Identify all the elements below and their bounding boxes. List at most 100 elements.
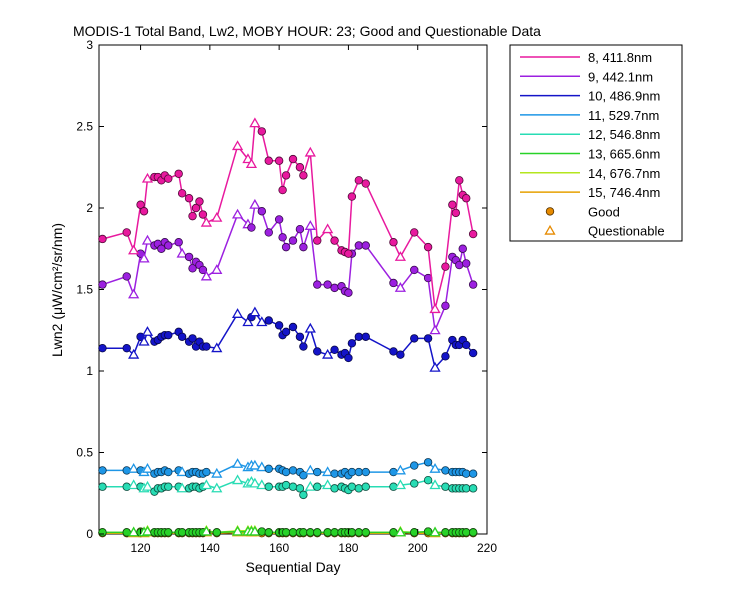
- good-point: [164, 482, 173, 491]
- good-point: [174, 238, 183, 247]
- x-tick-label: 140: [200, 541, 220, 555]
- good-point: [257, 207, 267, 216]
- chart-title: MODIS-1 Total Band, Lw2, MOBY HOUR: 23; …: [73, 23, 541, 39]
- good-point: [281, 467, 291, 477]
- good-point: [468, 528, 478, 537]
- good-point: [195, 197, 204, 206]
- questionable-point: [231, 140, 244, 151]
- good-point: [174, 169, 183, 178]
- questionable-point: [138, 252, 150, 263]
- good-point: [389, 278, 398, 288]
- good-point: [441, 528, 450, 537]
- questionable-point: [200, 216, 213, 227]
- good-point: [281, 528, 291, 537]
- questionable-point: [304, 322, 316, 333]
- y-axis-label: Lwn2 (μW/cm²/sr/nm): [49, 223, 65, 357]
- questionable-point: [256, 461, 268, 472]
- good-point: [264, 528, 273, 537]
- good-point: [462, 484, 471, 493]
- y-tick-label: 3: [86, 38, 93, 52]
- good-point: [164, 174, 173, 183]
- good-point: [354, 176, 364, 185]
- good-point: [188, 211, 197, 221]
- questionable-point: [429, 303, 441, 314]
- good-point: [361, 482, 370, 491]
- good-point: [98, 482, 107, 491]
- questionable-point: [211, 211, 223, 222]
- good-point: [330, 283, 339, 293]
- good-point: [288, 466, 298, 475]
- good-point: [122, 272, 131, 281]
- questionable-point: [200, 525, 213, 536]
- legend-label: 15, 746.4nm: [588, 185, 660, 200]
- good-point: [177, 189, 187, 198]
- questionable-point: [211, 264, 223, 274]
- questionable-point: [245, 158, 258, 169]
- y-tick-label: 1: [86, 364, 93, 378]
- good-point: [295, 224, 305, 234]
- good-point: [410, 461, 419, 470]
- series: [98, 306, 478, 372]
- good-point: [347, 467, 357, 477]
- good-point: [389, 238, 398, 247]
- questionable-point: [141, 234, 154, 245]
- questionable-point: [304, 464, 316, 475]
- questionable-point: [231, 208, 244, 219]
- good-point: [423, 458, 433, 467]
- good-point: [330, 469, 339, 478]
- questionable-point: [176, 247, 188, 258]
- good-point: [278, 233, 287, 242]
- good-point: [139, 207, 149, 216]
- questionable-point: [249, 477, 261, 488]
- good-point: [462, 469, 471, 478]
- good-point: [354, 241, 364, 250]
- good-point: [455, 176, 464, 185]
- good-point: [184, 194, 194, 203]
- good-point: [281, 171, 291, 180]
- good-point: [313, 482, 322, 491]
- good-point: [410, 334, 419, 343]
- good-point: [264, 156, 273, 165]
- good-point: [191, 203, 201, 213]
- y-tick-label: 2.5: [76, 120, 93, 134]
- good-point: [323, 528, 332, 537]
- questionable-point: [322, 348, 334, 359]
- plot-marks: [98, 117, 478, 538]
- good-point: [313, 467, 322, 477]
- good-point: [455, 260, 464, 270]
- questionable-point: [242, 316, 254, 327]
- questionable-point: [304, 480, 316, 491]
- good-point: [198, 210, 208, 219]
- legend-label: Good: [588, 204, 620, 219]
- good-point: [278, 185, 287, 195]
- plot-area: [98, 44, 488, 535]
- good-point: [423, 476, 433, 485]
- questionable-point: [394, 251, 407, 261]
- good-point: [98, 280, 107, 289]
- good-point: [98, 343, 107, 353]
- questionable-point: [141, 172, 154, 183]
- good-point: [164, 241, 173, 250]
- good-point: [354, 528, 364, 537]
- questionable-point: [429, 526, 441, 537]
- good-point: [274, 321, 284, 330]
- good-point: [264, 316, 273, 325]
- good-point: [330, 528, 339, 537]
- good-point: [264, 482, 273, 491]
- good-point: [330, 236, 339, 245]
- axes: 120 140 160 180 200 220 0 0.5 1 1.5 2 2.5 3: [76, 38, 497, 555]
- good-point: [441, 352, 450, 361]
- good-point: [448, 200, 457, 209]
- good-point: [122, 466, 131, 475]
- series: [98, 525, 478, 537]
- questionable-point: [322, 466, 334, 477]
- y-tick-label: 1.5: [76, 283, 93, 297]
- questionable-point: [429, 462, 441, 473]
- questionable-point: [249, 117, 261, 128]
- good-point: [344, 249, 353, 258]
- good-point: [344, 353, 353, 363]
- good-point: [462, 340, 471, 350]
- good-point: [177, 528, 187, 537]
- good-point: [164, 467, 173, 477]
- good-point: [299, 242, 308, 252]
